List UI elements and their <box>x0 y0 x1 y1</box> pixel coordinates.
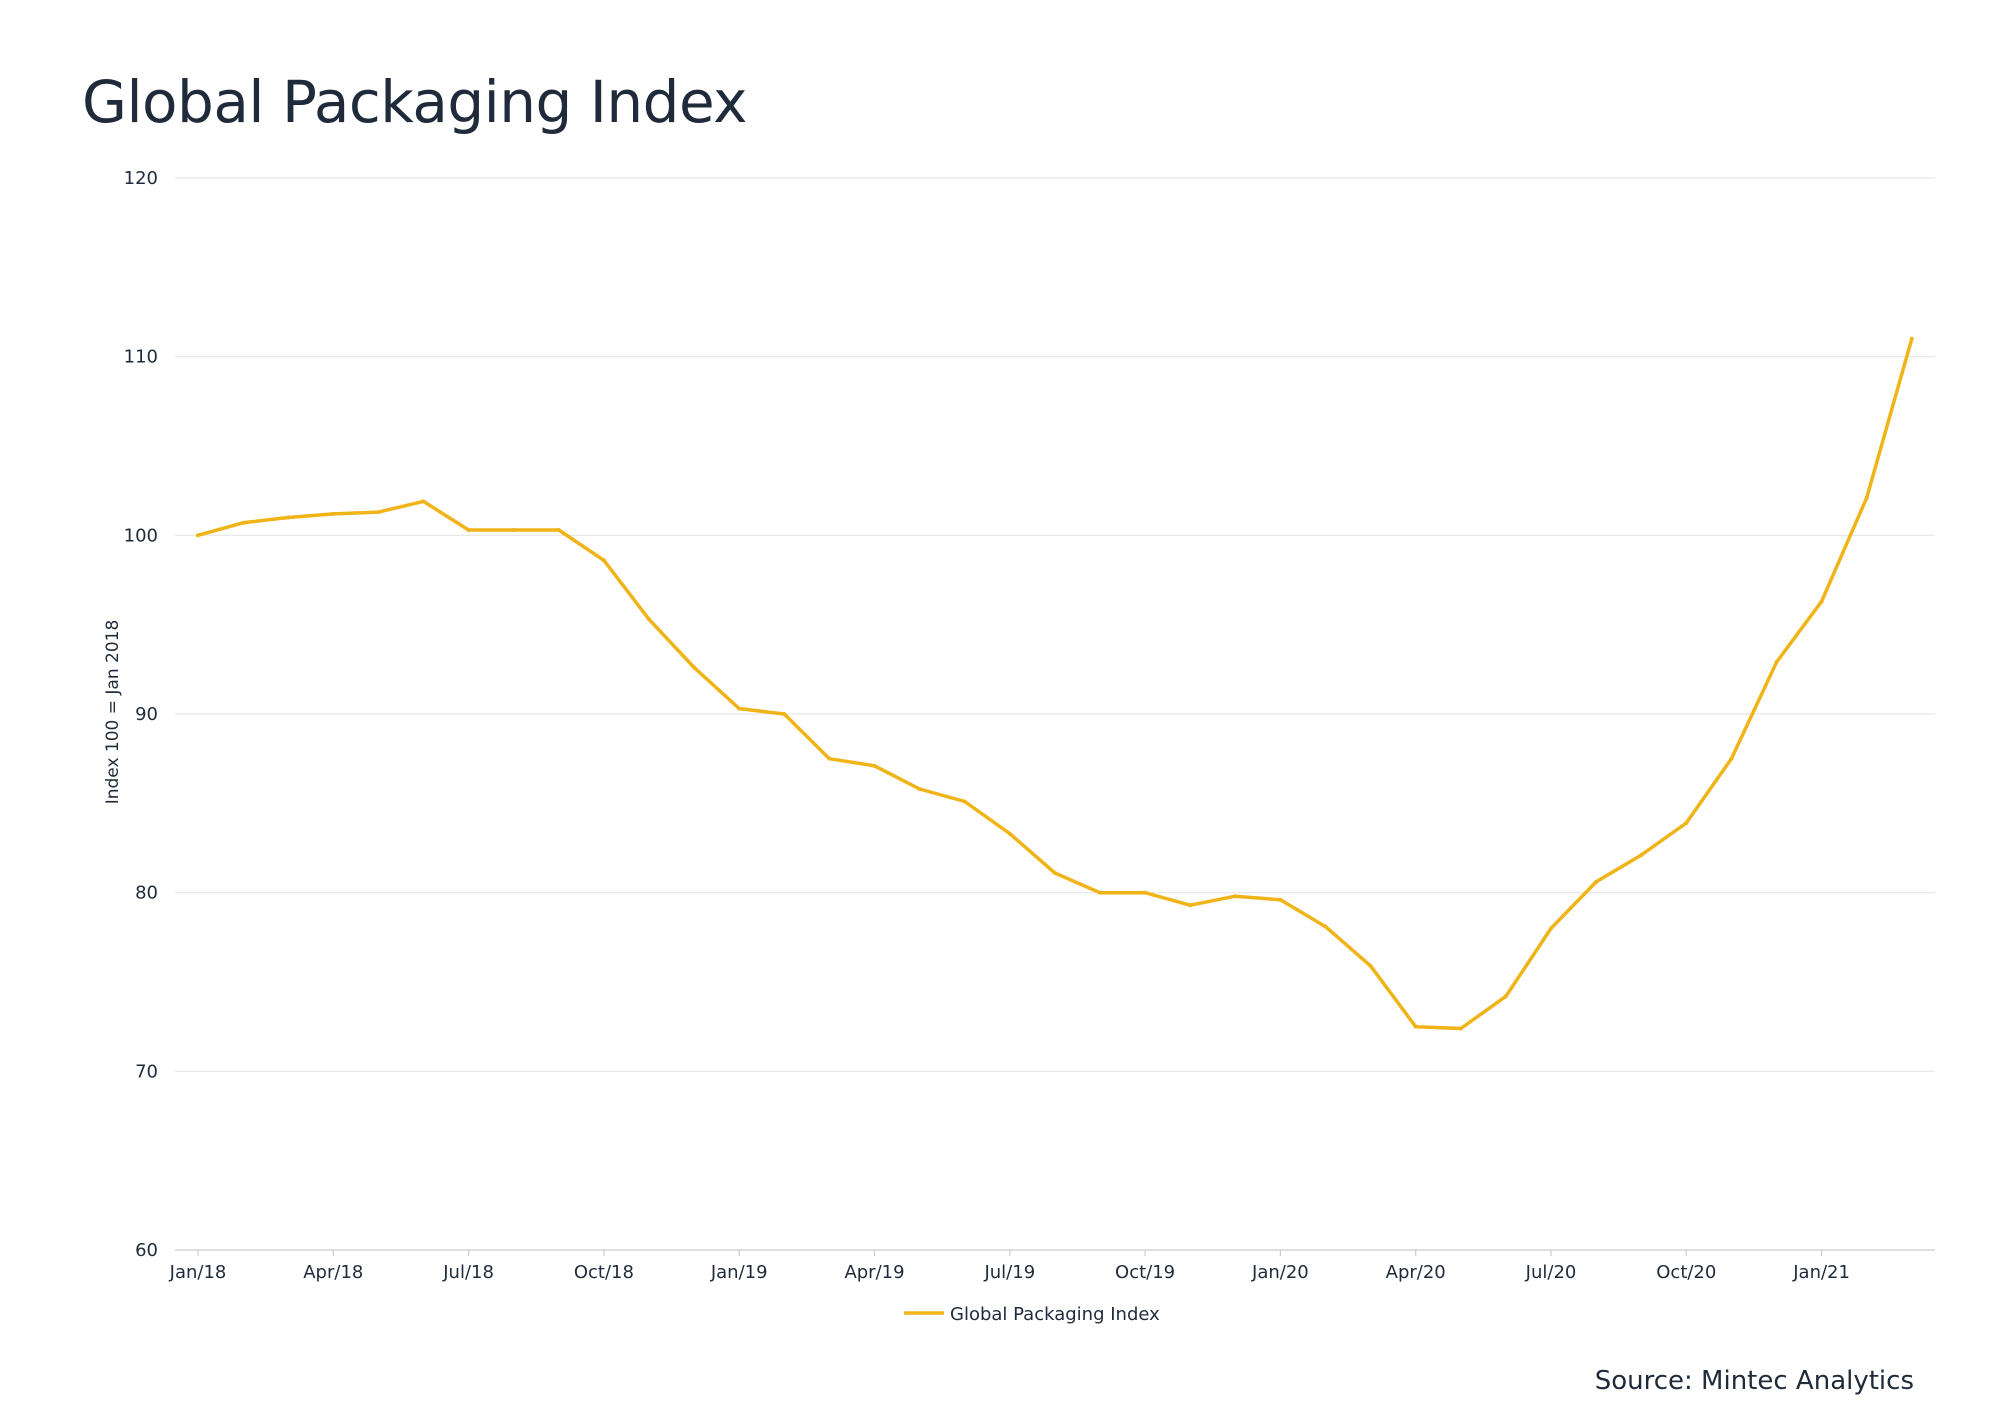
data-point-Aug/20 <box>1594 879 1599 884</box>
data-point-May/20 <box>1458 1026 1463 1031</box>
data-point-Mar/19 <box>827 756 832 761</box>
legend-label: Global Packaging Index <box>950 1304 1160 1325</box>
data-point-Jan/20 <box>1278 897 1283 902</box>
data-points <box>196 336 1914 1031</box>
y-axis-label: Index 100 = Jan 2018 <box>103 620 123 805</box>
data-point-Jul/19 <box>1007 831 1012 836</box>
x-tick-label: Oct/19 <box>1115 1262 1175 1283</box>
data-point-Aug/18 <box>511 527 516 532</box>
data-point-Jun/18 <box>421 499 426 504</box>
legend: Global Packaging Index <box>904 1304 1160 1325</box>
x-tick-label: Jan/18 <box>169 1262 227 1283</box>
x-tick-label: Apr/18 <box>303 1262 363 1283</box>
data-point-Mar/18 <box>286 515 291 520</box>
data-point-Mar/20 <box>1368 963 1373 968</box>
x-tick-label: Jul/18 <box>442 1262 494 1283</box>
y-tick-label: 60 <box>135 1240 158 1261</box>
data-point-May/18 <box>376 510 381 515</box>
data-point-Apr/18 <box>331 511 336 516</box>
data-point-Oct/20 <box>1684 820 1689 825</box>
y-tick-label: 70 <box>135 1061 158 1082</box>
chart-title: Global Packaging Index <box>82 68 747 136</box>
source-note: Source: Mintec Analytics <box>1594 1366 1914 1396</box>
data-point-Feb/20 <box>1323 924 1328 929</box>
data-point-Nov/19 <box>1188 903 1193 908</box>
data-point-Jul/18 <box>466 527 471 532</box>
x-tick-label: Jul/19 <box>983 1262 1035 1283</box>
x-tick-label: Jan/20 <box>1251 1262 1309 1283</box>
data-point-Jul/20 <box>1549 926 1553 931</box>
x-tick-label: Oct/18 <box>574 1262 634 1283</box>
data-point-Apr/20 <box>1413 1024 1418 1029</box>
y-axis-ticks: 60 70 80 90 100 110 120 <box>124 168 158 1261</box>
x-tick-label: Oct/20 <box>1656 1262 1716 1283</box>
y-tick-label: 90 <box>135 704 158 725</box>
data-point-Feb/18 <box>241 520 246 525</box>
data-point-Jun/20 <box>1503 994 1508 999</box>
x-tick-label: Apr/19 <box>844 1262 904 1283</box>
data-point-Dec/20 <box>1774 660 1779 665</box>
data-point-Sep/18 <box>556 527 561 532</box>
y-tick-label: 120 <box>124 168 158 189</box>
data-point-Sep/19 <box>1098 890 1102 895</box>
data-point-Oct/19 <box>1143 890 1148 895</box>
gridlines <box>175 177 1935 1251</box>
data-point-Nov/18 <box>647 617 651 622</box>
y-tick-label: 110 <box>124 347 158 368</box>
data-point-Aug/19 <box>1052 871 1057 876</box>
data-point-Feb/19 <box>782 712 787 716</box>
data-point-Oct/18 <box>601 558 606 563</box>
data-point-May/19 <box>917 787 922 792</box>
data-point-Jan/18 <box>196 533 200 538</box>
x-tick-label: Jul/20 <box>1525 1262 1577 1283</box>
x-axis-ticks: Jan/18 Apr/18 Jul/18 Oct/18 Jan/19 Apr/19 Jul/… <box>169 1250 1850 1283</box>
series-line-global-packaging-index <box>196 337 1914 1031</box>
data-point-Nov/20 <box>1729 756 1734 761</box>
y-tick-label: 80 <box>135 883 158 904</box>
x-tick-label: Jan/21 <box>1792 1262 1850 1283</box>
data-point-Mar/21 <box>1909 336 1914 341</box>
data-point-Dec/19 <box>1233 894 1238 899</box>
data-point-Jun/19 <box>962 799 967 804</box>
data-point-Feb/21 <box>1864 495 1869 500</box>
data-point-Sep/20 <box>1639 853 1644 858</box>
y-tick-label: 100 <box>124 525 158 546</box>
x-tick-label: Jan/19 <box>710 1262 768 1283</box>
data-point-Jan/19 <box>737 706 742 711</box>
x-tick-label: Apr/20 <box>1386 1262 1446 1283</box>
data-point-Jan/21 <box>1819 599 1824 604</box>
data-point-Dec/18 <box>692 665 697 670</box>
data-point-Apr/19 <box>872 763 877 768</box>
